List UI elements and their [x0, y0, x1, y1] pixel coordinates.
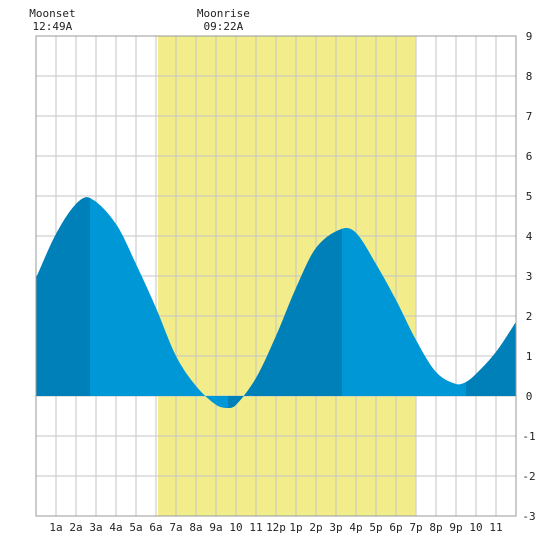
x-tick-label: 10: [469, 521, 482, 534]
moon-event-time: 12:49A: [33, 20, 73, 33]
x-tick-label: 7a: [169, 521, 182, 534]
y-tick-label: 8: [526, 70, 533, 83]
tide-area-dark-segment: [466, 322, 516, 396]
x-tick-label: 2a: [69, 521, 82, 534]
tide-area: [36, 197, 516, 408]
x-tick-label: 3p: [329, 521, 342, 534]
y-tick-label: 2: [526, 310, 533, 323]
y-tick-label: 1: [526, 350, 533, 363]
x-tick-label: 1a: [49, 521, 62, 534]
x-tick-label: 7p: [409, 521, 422, 534]
moon-event-time: 09:22A: [204, 20, 244, 33]
x-tick-label: 4p: [349, 521, 362, 534]
label-layer: -3 -2 -1 0 1 2 3 4 5 6 7 8 9 1a 2a 3a 4a 5a 6a 7a 8a 9a 10 11 12…: [29, 7, 535, 534]
x-tick-label: 5a: [129, 521, 142, 534]
x-tick-label: 12p: [266, 521, 286, 534]
tide-area-dark-segment: [228, 228, 342, 408]
x-tick-label: 9p: [449, 521, 462, 534]
y-tick-label: 6: [526, 150, 533, 163]
x-tick-label: 6a: [149, 521, 162, 534]
y-tick-label: 9: [526, 30, 533, 43]
tide-area-dark-segment: [36, 197, 90, 396]
x-tick-label: 4a: [109, 521, 122, 534]
tide-area-layer: [36, 197, 516, 408]
y-tick-label: 5: [526, 190, 533, 203]
x-tick-label: 8a: [189, 521, 202, 534]
y-tick-label: 7: [526, 110, 533, 123]
x-tick-label: 5p: [369, 521, 382, 534]
y-tick-label: 3: [526, 270, 533, 283]
y-tick-label: 4: [526, 230, 533, 243]
y-tick-label: 0: [526, 390, 533, 403]
grid-layer: [35, 35, 517, 517]
y-tick-label: -2: [522, 470, 535, 483]
x-tick-label: 11: [249, 521, 262, 534]
x-tick-label: 3a: [89, 521, 102, 534]
moon-event-label: Moonrise: [197, 7, 250, 20]
y-tick-label: -1: [522, 430, 535, 443]
y-tick-label: -3: [522, 510, 535, 523]
x-tick-label: 11: [489, 521, 502, 534]
plot-border: [35, 35, 517, 517]
x-tick-label: 8p: [429, 521, 442, 534]
x-tick-label: 9a: [209, 521, 222, 534]
axis-layer: [35, 35, 517, 517]
x-tick-label: 1p: [289, 521, 302, 534]
x-tick-label: 6p: [389, 521, 402, 534]
moon-event-label: Moonset: [29, 7, 75, 20]
x-tick-label: 2p: [309, 521, 322, 534]
x-tick-label: 10: [229, 521, 242, 534]
